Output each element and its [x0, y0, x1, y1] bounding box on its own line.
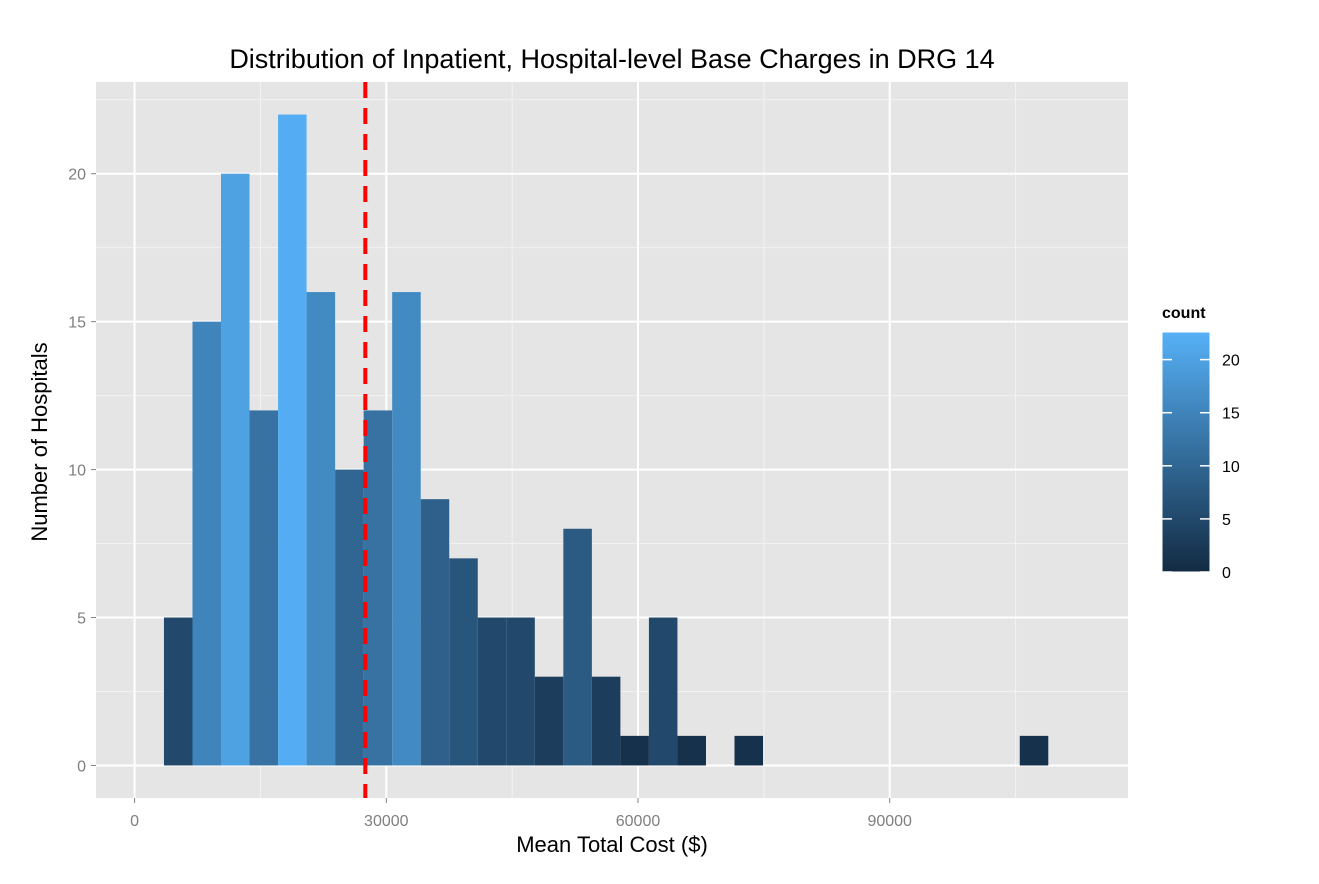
histogram-bar: [534, 676, 564, 766]
axis-ticks: [91, 173, 891, 803]
legend-tick-label: 20: [1222, 353, 1240, 370]
x-tick-label: 90000: [867, 813, 912, 830]
histogram-bar: [449, 558, 478, 766]
minor-gridlines: [96, 82, 1128, 798]
x-tick-label: 0: [130, 813, 139, 830]
legend-tick-label: 5: [1222, 512, 1231, 529]
histogram-bar: [506, 617, 535, 766]
histogram-bar: [249, 410, 279, 766]
histogram-bar: [392, 292, 421, 766]
y-tick-label: 5: [77, 611, 86, 628]
y-tick-label: 15: [68, 315, 86, 332]
legend-colorbar: [1161, 331, 1211, 573]
histogram-bar: [192, 321, 222, 766]
legend-ticks: 0 5 10 15 20: [1162, 353, 1240, 582]
y-axis-label: Number of Hospitals: [27, 342, 52, 542]
x-tick-label: 60000: [616, 813, 661, 830]
chart-title: Distribution of Inpatient, Hospital-leve…: [229, 44, 995, 74]
histogram-bar: [648, 617, 678, 766]
y-tick-labels: 0 5 10 15 20: [68, 167, 86, 776]
y-tick-label: 0: [77, 758, 86, 775]
histogram-bar: [363, 410, 393, 766]
y-tick-label: 20: [68, 167, 86, 184]
legend-title: count: [1162, 305, 1206, 322]
histogram-bar: [620, 735, 649, 766]
histogram-bar: [734, 735, 764, 766]
y-tick-label: 10: [68, 463, 86, 480]
x-axis-label: Mean Total Cost ($): [516, 832, 708, 857]
legend-tick-label: 0: [1222, 565, 1231, 582]
histogram-bar: [420, 499, 450, 766]
x-tick-label: 30000: [364, 813, 409, 830]
legend-tick-label: 15: [1222, 406, 1240, 423]
histogram-bar: [335, 469, 364, 766]
histogram-bar: [591, 676, 621, 766]
histogram-bar: [278, 114, 307, 766]
histogram-bar: [221, 173, 250, 766]
legend-tick-label: 10: [1222, 459, 1240, 476]
x-tick-labels: 0 30000 60000 90000: [130, 813, 912, 830]
histogram-bar: [306, 292, 336, 766]
histogram-bar: [563, 528, 592, 766]
histogram-bar: [677, 735, 706, 766]
histogram-bar: [477, 617, 507, 766]
histogram-bars: [163, 114, 1049, 766]
histogram-bar: [1019, 735, 1049, 766]
histogram-bar: [163, 617, 193, 766]
